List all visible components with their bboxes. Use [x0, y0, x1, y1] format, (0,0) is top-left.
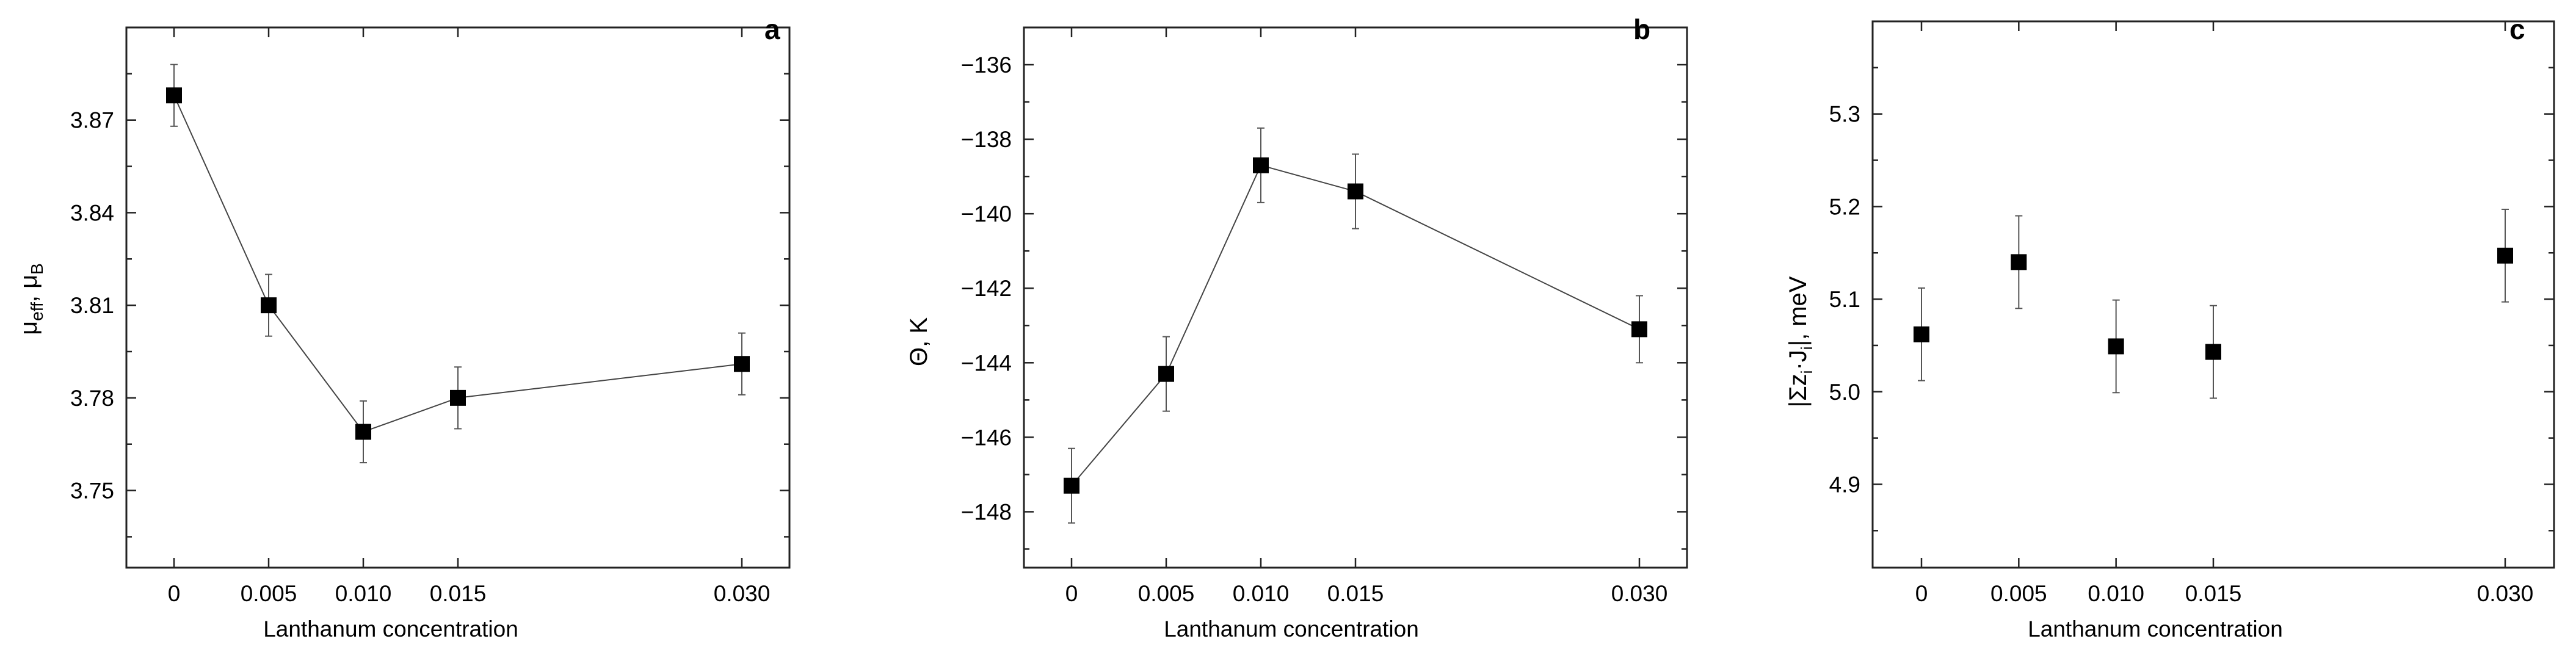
x-tick-label: 0.015 [1327, 581, 1384, 606]
data-point-marker [166, 87, 182, 104]
data-point-marker [1914, 326, 1929, 342]
y-tick-label: 4.9 [1829, 472, 1860, 497]
x-axis-label-c: Lanthanum concentration [2028, 616, 2283, 642]
data-point-marker [1064, 477, 1079, 494]
data-point-marker [2205, 344, 2221, 360]
plot-area-b: −148 −146 −144 −142 −140 −138 −136 0 0.005 0.010 0… [961, 26, 1688, 606]
y-tick-label: 3.81 [70, 293, 114, 318]
x-tick-label: 0.005 [1990, 581, 2047, 606]
x-tick-label: 0.005 [1138, 581, 1195, 606]
y-tick-label: −142 [961, 276, 1012, 301]
chart-a-svg: 3.75 3.78 3.81 3.84 3.87 0 0.005 0.010 0.015 0.03… [15, 13, 791, 642]
plot-frame [1023, 26, 1688, 569]
y-tick-label: −148 [961, 499, 1012, 524]
x-tick-label: 0 [1065, 581, 1078, 606]
y-tick-label: 3.75 [70, 479, 114, 504]
x-tick-label: 0.030 [2477, 581, 2534, 606]
y-tick-label: 3.84 [70, 200, 114, 225]
data-point-marker [734, 356, 750, 372]
data-point-marker [450, 389, 466, 406]
y-tick-label: −136 [961, 52, 1012, 78]
x-tick-label: 0.015 [430, 581, 487, 606]
plot-frame [125, 26, 791, 569]
y-tick-label: 5.0 [1829, 380, 1860, 405]
data-point-marker [1348, 183, 1363, 200]
y-tick-label: 3.87 [70, 108, 114, 133]
chart-panel-b: −148 −146 −144 −142 −140 −138 −136 0 0.005 0.010 0… [849, 0, 1722, 644]
x-tick-label: 0 [168, 581, 181, 606]
x-tick-label: 0 [1915, 581, 1928, 606]
y-tick-label: 5.3 [1829, 102, 1860, 127]
y-tick-label: −146 [961, 425, 1012, 450]
y-tick-label: −144 [961, 350, 1012, 375]
chart-panel-a: 3.75 3.78 3.81 3.84 3.87 0 0.005 0.010 0.015 0.03… [0, 0, 849, 644]
plot-area-a: 3.75 3.78 3.81 3.84 3.87 0 0.005 0.010 0.015 0.03… [70, 26, 791, 606]
data-point-marker [1158, 366, 1174, 382]
chart-panel-c: 4.9 5.0 5.1 5.2 5.3 0 0.005 0.010 0.015 0.030 c L… [1722, 0, 2576, 644]
x-tick-label: 0.030 [714, 581, 771, 606]
y-tick-label: 3.78 [70, 386, 114, 411]
chart-c-svg: 4.9 5.0 5.1 5.2 5.3 0 0.005 0.010 0.015 0.030 c L… [1785, 13, 2555, 642]
plot-frame [1871, 20, 2555, 569]
y-axis-label-b: Θ, K [905, 317, 932, 366]
chart-b-svg: −148 −146 −144 −142 −140 −138 −136 0 0.005 0.010 0… [905, 13, 1688, 642]
data-point-marker [2011, 254, 2027, 270]
data-point-marker [2497, 247, 2513, 264]
x-tick-label: 0.010 [335, 581, 392, 606]
data-point-marker [2108, 338, 2124, 355]
data-point-marker [261, 297, 277, 314]
y-tick-label: 5.1 [1829, 287, 1860, 312]
y-tick-label: 5.2 [1829, 194, 1860, 219]
y-axis-label-a: μeff, μB [15, 263, 46, 335]
x-tick-label: 0.010 [1233, 581, 1290, 606]
x-tick-label: 0.005 [241, 581, 297, 606]
data-point-marker [355, 424, 371, 440]
x-tick-label: 0.010 [2088, 581, 2144, 606]
x-axis-label-b: Lanthanum concentration [1164, 616, 1419, 642]
panel-label-b: b [1633, 13, 1650, 45]
plot-area-c: 4.9 5.0 5.1 5.2 5.3 0 0.005 0.010 0.015 0.030 [1829, 20, 2555, 606]
data-point-marker [1631, 321, 1647, 338]
data-point-marker [1253, 157, 1269, 173]
y-tick-label: −140 [961, 201, 1012, 226]
panel-label-c: c [2509, 13, 2525, 45]
x-tick-label: 0.030 [1611, 581, 1668, 606]
x-tick-label: 0.015 [2185, 581, 2242, 606]
panel-label-a: a [764, 13, 780, 45]
y-tick-label: −138 [961, 127, 1012, 152]
x-axis-label-a: Lanthanum concentration [263, 616, 518, 642]
y-axis-label-c: |Σzi·Ji|, meV [1785, 276, 1816, 407]
